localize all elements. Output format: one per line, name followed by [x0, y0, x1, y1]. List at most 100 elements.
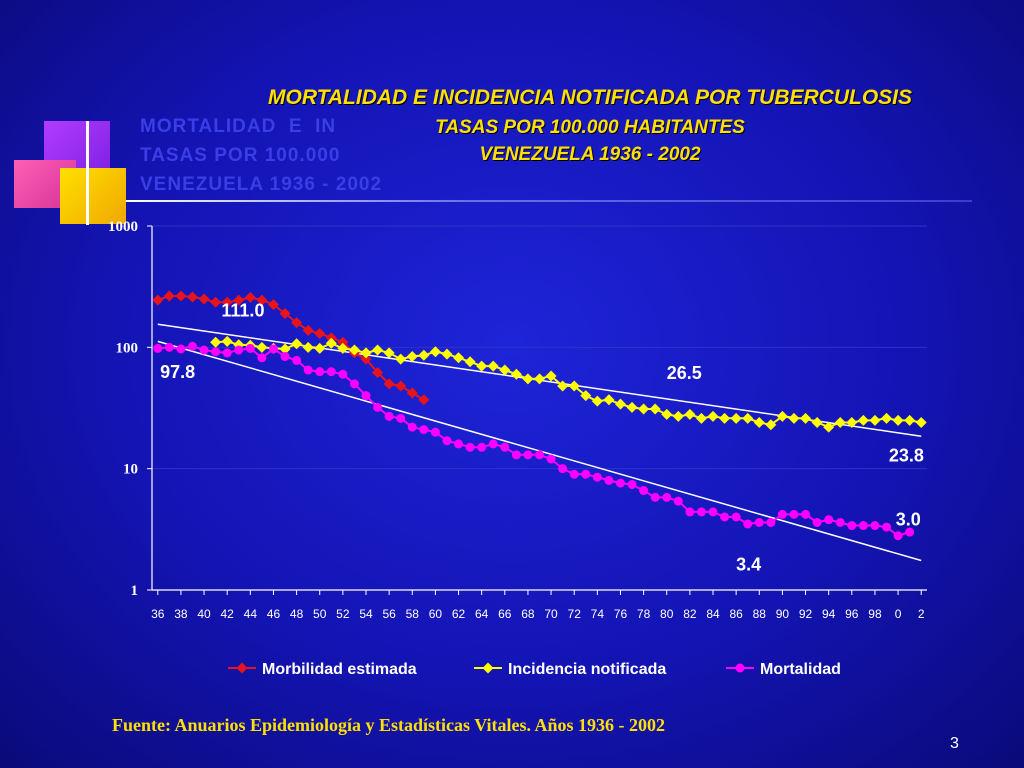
data-point — [279, 308, 291, 320]
data-point — [372, 367, 384, 379]
data-point — [314, 328, 326, 340]
data-point — [406, 351, 418, 363]
data-point — [418, 349, 430, 361]
data-point — [465, 442, 475, 452]
data-point — [639, 486, 649, 496]
data-point — [893, 531, 903, 541]
data-point — [614, 398, 626, 410]
x-tick-label: 82 — [683, 607, 697, 621]
data-point — [338, 369, 348, 379]
data-point — [164, 342, 174, 352]
chart-title: MORTALIDAD E INCIDENCIA NOTIFICADA POR T… — [268, 86, 912, 109]
data-point — [847, 521, 857, 531]
x-tick-label: 88 — [753, 607, 767, 621]
data-point — [406, 387, 418, 399]
data-annotation: 26.5 — [667, 363, 702, 383]
data-point — [627, 480, 637, 490]
data-point — [915, 417, 927, 429]
data-point — [753, 417, 765, 429]
data-point — [510, 368, 522, 380]
data-point — [743, 519, 753, 529]
data-point — [476, 360, 488, 372]
series-line — [157, 345, 910, 537]
data-point — [348, 344, 360, 356]
data-point — [407, 422, 417, 432]
x-tick-label: 92 — [799, 607, 813, 621]
data-point — [673, 496, 683, 506]
data-point — [418, 394, 430, 406]
x-tick-label: 66 — [498, 607, 512, 621]
data-point — [835, 518, 845, 528]
data-point — [591, 395, 603, 407]
x-tick-label: 58 — [406, 607, 420, 621]
data-point — [857, 414, 869, 426]
data-point — [199, 345, 209, 355]
data-point — [615, 478, 625, 488]
data-point — [812, 518, 822, 528]
data-point — [383, 378, 395, 390]
data-point — [441, 348, 453, 360]
data-point — [672, 410, 684, 422]
data-point — [638, 403, 650, 415]
data-annotation: 23.8 — [889, 445, 924, 465]
x-tick-label: 74 — [591, 607, 605, 621]
data-point — [800, 412, 812, 424]
x-tick-label: 78 — [637, 607, 651, 621]
data-point — [626, 401, 638, 413]
x-tick-label: 90 — [776, 607, 790, 621]
data-point — [256, 341, 268, 353]
data-point — [337, 342, 349, 354]
decor-vertical-line — [86, 121, 89, 225]
x-tick-label: 94 — [822, 607, 836, 621]
data-point — [742, 412, 754, 424]
data-point — [696, 507, 706, 517]
x-tick-label: 72 — [568, 607, 582, 621]
x-tick-label: 62 — [452, 607, 466, 621]
data-point — [604, 475, 614, 485]
data-point — [834, 417, 846, 429]
data-point — [545, 370, 557, 382]
x-tick-label: 80 — [660, 607, 674, 621]
data-point — [488, 439, 498, 449]
data-annotation: 3.0 — [896, 510, 921, 530]
data-point — [442, 436, 452, 446]
x-tick-label: 96 — [845, 607, 859, 621]
y-tick-label: 100 — [116, 340, 139, 356]
data-point — [870, 521, 880, 531]
legend-swatch-marker — [735, 663, 745, 673]
data-point — [557, 380, 569, 392]
data-point — [708, 507, 718, 517]
data-point — [801, 509, 811, 519]
data-point — [210, 336, 222, 348]
x-tick-label: 0 — [895, 607, 902, 621]
data-annotation: 3.4 — [736, 554, 761, 574]
data-point — [256, 294, 268, 306]
data-point — [904, 414, 916, 426]
data-point — [152, 294, 164, 306]
data-point — [395, 380, 407, 392]
data-point — [453, 352, 465, 364]
data-point — [211, 347, 221, 357]
data-point — [846, 417, 858, 429]
data-point — [662, 492, 672, 502]
data-point — [650, 492, 660, 502]
data-point — [314, 342, 326, 354]
source-note: Fuente: Anuarios Epidemiología y Estadís… — [112, 715, 666, 735]
data-point — [361, 391, 371, 401]
data-point — [325, 332, 337, 344]
data-point — [720, 512, 730, 522]
data-point — [383, 347, 395, 359]
data-point — [221, 335, 233, 347]
data-point — [187, 341, 197, 351]
data-point — [221, 296, 233, 308]
data-point — [685, 507, 695, 517]
data-point — [858, 521, 868, 531]
data-point — [730, 412, 742, 424]
data-point — [477, 442, 487, 452]
data-point — [315, 367, 325, 377]
data-point — [419, 425, 429, 435]
data-point — [892, 414, 904, 426]
data-point — [719, 412, 731, 424]
data-point — [765, 419, 777, 431]
data-annotation: 97.8 — [160, 362, 195, 382]
